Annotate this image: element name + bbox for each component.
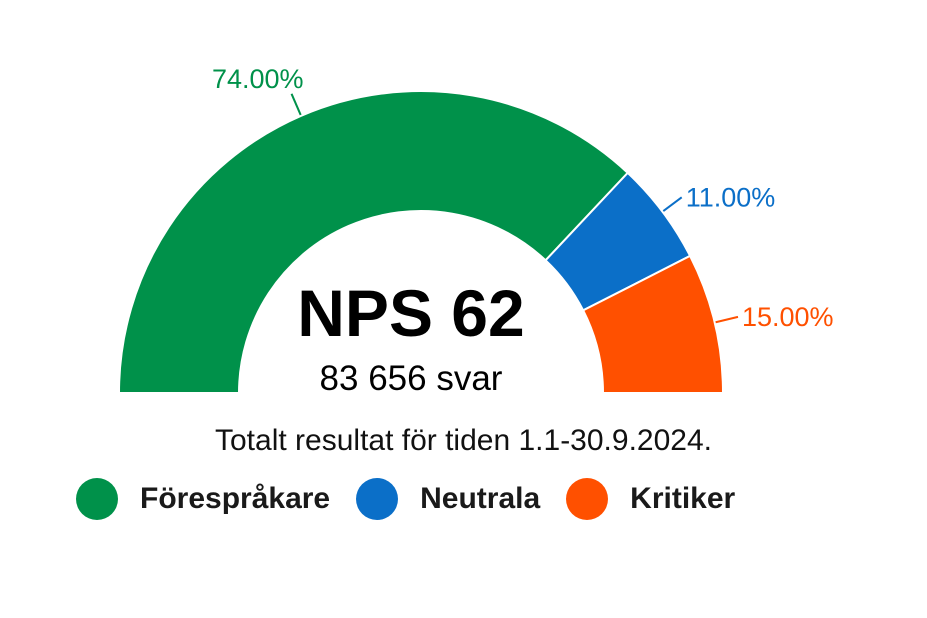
legend-label-neutrals: Neutrala xyxy=(420,482,541,515)
legend-marker-neutrals xyxy=(356,478,399,520)
legend-label-detractors: Kritiker xyxy=(630,482,736,515)
gauge-slices xyxy=(117,90,725,394)
leader-line-detractors xyxy=(715,315,739,324)
slice-label-detractors: 15.00% xyxy=(742,302,834,332)
gauge-slice-detractors xyxy=(581,254,725,394)
leader-line-neutrals xyxy=(662,196,683,212)
legend-item-detractors: Kritiker xyxy=(566,478,735,520)
leader-line-promoters xyxy=(290,93,302,116)
legend-item-promoters: Förespråkare xyxy=(76,478,330,520)
chart-legend: Förespråkare Neutrala Kritiker xyxy=(76,478,761,520)
slice-label-neutrals: 11.00% xyxy=(686,182,776,212)
nps-score-title: NPS 62 xyxy=(297,276,524,350)
response-count: 83 656 svar xyxy=(320,359,503,398)
slice-label-promoters: 74.00% xyxy=(212,64,304,94)
gauge-slice-labels: 74.00% 11.00% 15.00% xyxy=(212,64,834,332)
legend-item-neutrals: Neutrala xyxy=(356,478,540,520)
gauge-slice-promoters xyxy=(117,90,630,394)
legend-marker-promoters xyxy=(76,478,118,520)
result-period-caption: Totalt resultat för tiden 1.1-30.9.2024. xyxy=(215,424,712,457)
legend-marker-detractors xyxy=(566,478,609,520)
legend-label-promoters: Förespråkare xyxy=(140,482,331,515)
